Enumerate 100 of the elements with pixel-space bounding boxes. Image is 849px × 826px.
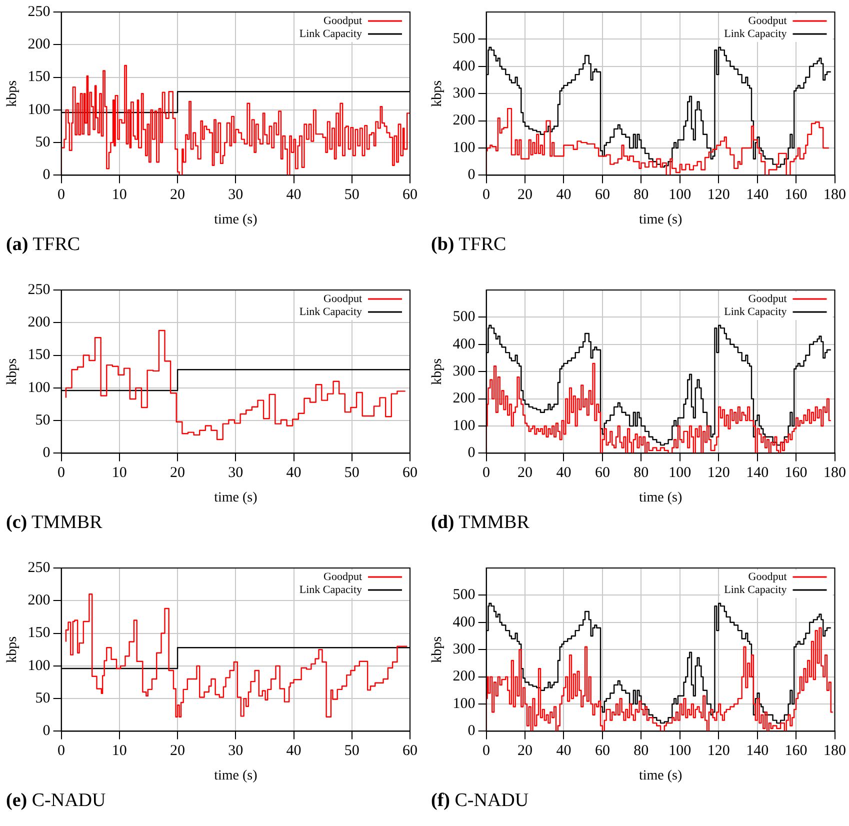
y-tick-label: 300 [452,364,476,380]
legend-label: Link Capacity [724,306,788,318]
x-axis-title: time (s) [638,490,682,506]
x-tick-label: 20 [170,187,186,204]
x-tick-label: 100 [668,465,692,482]
legend-label: Goodput [324,292,362,305]
text: (e) C-NADU [6,790,106,811]
x-tick-label: 30 [228,465,244,482]
y-tick-label: 300 [452,642,476,658]
y-tick-label: 500 [452,31,476,48]
x-tick-label: 10 [112,743,127,760]
x-tick-label: 160 [784,187,808,204]
x-tick-label: 20 [518,187,533,204]
y-tick-label: 100 [452,418,476,434]
y-tick-label: 100 [28,658,50,674]
y-tick-label: 100 [452,696,476,712]
x-tick-label: 40 [286,187,302,204]
y-tick-label: 400 [452,614,476,630]
text: (d) TMMBR [431,512,530,533]
y-tick-label: 100 [452,140,476,156]
y-tick-label: 200 [28,36,50,53]
text: (c) TMMBR [6,512,102,533]
x-axis-title: time (s) [214,212,258,228]
y-tick-label: 500 [452,309,476,326]
x-tick-label: 180 [824,743,846,760]
x-tick-label: 140 [746,187,769,204]
y-tick-label: 0 [468,445,476,462]
y-tick-label: 150 [28,347,50,364]
y-tick-label: 50 [35,412,50,428]
legend-label: Link Capacity [724,584,788,596]
x-tick-label: 120 [707,465,730,482]
y-tick-label: 400 [452,336,476,352]
y-tick-label: 0 [468,723,476,740]
y-tick-label: 50 [35,690,50,706]
x-tick-label: 180 [824,465,846,482]
x-tick-label: 40 [286,743,302,760]
x-tick-label: 180 [824,187,846,204]
x-tick-label: 0 [58,465,66,482]
y-axis-title: kbps [430,80,446,107]
y-tick-label: 0 [42,723,50,740]
x-tick-label: 40 [556,465,572,482]
x-tick-label: 100 [668,187,692,204]
x-axis-title: time (s) [214,490,258,506]
y-axis-title: kbps [5,80,20,107]
x-tick-label: 60 [594,465,610,482]
y-tick-label: 100 [28,380,50,396]
y-tick-label: 150 [28,625,50,642]
y-tick-label: 0 [42,167,50,184]
legend-label: Goodput [748,14,787,27]
y-axis-title: kbps [430,358,446,385]
legend-label: Link Capacity [299,584,362,596]
legend-label: Link Capacity [724,28,788,40]
x-tick-label: 10 [112,465,127,482]
x-tick-label: 30 [228,187,244,204]
x-tick-label: 0 [482,187,490,204]
text: (f) C-NADU [431,790,529,811]
x-tick-label: 50 [344,743,360,760]
x-tick-label: 0 [58,743,66,760]
x-tick-label: 20 [518,743,533,760]
x-tick-label: 140 [746,743,769,760]
x-axis-title: time (s) [638,768,682,784]
legend-label: Link Capacity [299,306,362,318]
y-tick-label: 150 [28,69,50,86]
x-tick-label: 40 [286,465,302,482]
y-tick-label: 250 [28,560,50,576]
x-tick-label: 60 [594,187,610,204]
y-tick-label: 100 [28,102,50,118]
x-tick-label: 120 [707,743,730,760]
y-tick-label: 500 [452,587,476,604]
y-tick-label: 200 [452,390,476,407]
x-axis-title: time (s) [638,212,682,228]
x-tick-label: 80 [634,465,649,482]
x-tick-label: 40 [556,187,572,204]
y-axis-title: kbps [5,636,20,663]
y-tick-label: 400 [452,58,476,74]
x-tick-label: 50 [344,465,360,482]
y-tick-label: 0 [468,167,476,184]
x-tick-label: 60 [402,187,418,204]
y-axis-title: kbps [5,358,20,385]
x-tick-label: 80 [634,187,649,204]
legend-label: Goodput [324,14,362,27]
y-tick-label: 300 [452,86,476,102]
x-tick-label: 160 [784,743,808,760]
x-tick-label: 20 [170,465,186,482]
x-tick-label: 50 [344,187,360,204]
y-tick-label: 50 [35,134,50,150]
x-tick-label: 0 [482,743,490,760]
x-tick-label: 0 [482,465,490,482]
text: (a) TFRC [6,234,80,255]
legend-label: Link Capacity [299,28,362,40]
x-tick-label: 30 [228,743,244,760]
x-axis-title: time (s) [214,768,258,784]
legend-label: Goodput [748,570,787,583]
x-tick-label: 20 [170,743,186,760]
y-tick-label: 250 [28,282,50,298]
x-tick-label: 160 [784,465,808,482]
x-tick-label: 60 [594,743,610,760]
x-tick-label: 60 [402,743,418,760]
x-tick-label: 80 [634,743,649,760]
x-tick-label: 60 [402,465,418,482]
